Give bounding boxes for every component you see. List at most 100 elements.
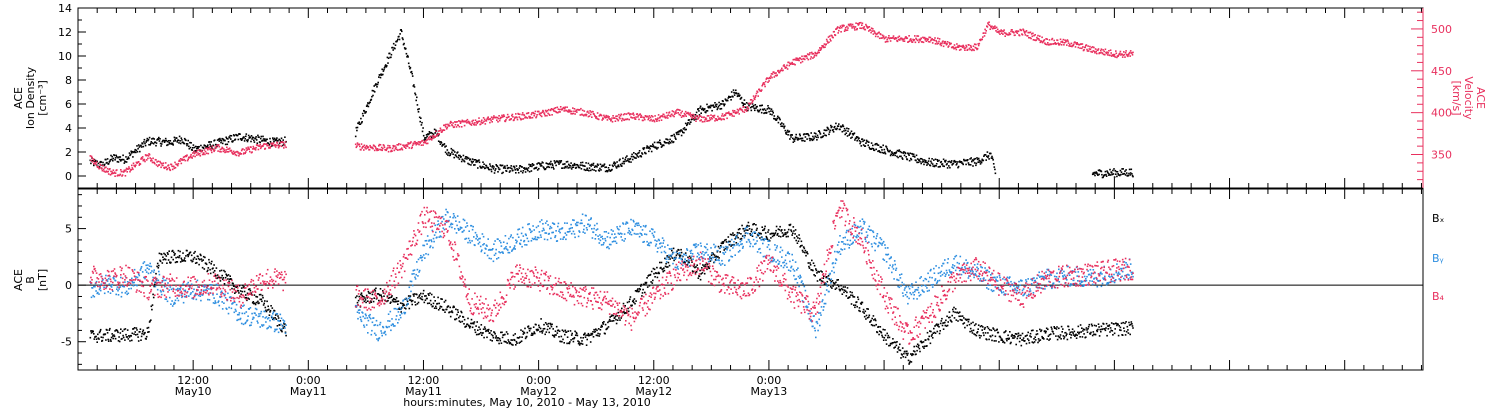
velocity-series-point [410,147,413,150]
bx-series-point [901,354,903,356]
density-series-point [816,134,819,137]
bx-series-point [441,298,443,300]
density-series-point [897,150,900,152]
density-series-point [1105,175,1108,177]
bx-series-point [887,334,890,337]
velocity-series-point [173,165,175,168]
bx-series-point [629,296,632,298]
velocity-series-point [621,119,623,122]
density-series-point [955,164,958,166]
velocity-series-point [182,159,184,161]
density-series-point [667,138,669,141]
density-series-point [128,157,130,160]
velocity-series-point [1027,31,1029,34]
density-series-point [505,170,508,172]
velocity-series-point [164,162,167,164]
velocity-series-point [277,144,279,147]
density-series-point [907,153,910,155]
bx-series-point [665,266,668,268]
bx-series-point [560,335,563,338]
bx-series-point [510,339,512,341]
bx-series-point [454,318,457,321]
density-series-point [720,107,723,110]
velocity-series-point [125,167,128,170]
density-series-point [992,159,994,161]
bx-series-point [147,331,149,333]
density-series-point [171,142,174,145]
bx-series-point [956,311,959,314]
velocity-series-point [960,48,962,51]
density-series-point [930,160,932,163]
velocity-series-point [599,114,601,117]
velocity-series-point [444,124,446,126]
velocity-series-point [398,143,400,145]
velocity-series-point [138,164,141,166]
velocity-series-point [1114,56,1116,58]
velocity-series-point [953,44,956,46]
density-series-point [948,160,951,163]
velocity-series-point [492,116,495,119]
density-series-point [127,156,130,158]
velocity-series-point [1020,29,1023,32]
bx-series-point [966,324,968,327]
bx-series-point [209,268,211,271]
density-series-point [254,137,257,140]
velocity-series-point [570,110,573,113]
bx-series-point [535,323,537,326]
bx-series-point [888,344,890,347]
bx-series-point [791,234,793,236]
bx-series-point [557,329,560,331]
density-series-point [1100,170,1103,173]
bx-series-point [228,278,231,280]
velocity-series-point [922,41,925,44]
density-series-point [943,165,945,168]
density-series-point [1128,168,1131,171]
density-series-point [972,159,975,162]
density-series-point [458,154,460,157]
density-series-point [931,158,933,160]
bx-series-point [545,331,548,333]
bx-series-point [219,280,222,282]
density-series-point [173,140,175,142]
bx-series-point [796,235,798,238]
velocity-series-point [447,123,449,126]
bx-series-point [515,344,517,346]
bx-series-point [763,229,765,231]
bx-series-point [170,256,173,259]
bx-series-point [285,334,287,337]
velocity-series-point [940,44,943,47]
density-series-point [547,163,550,165]
velocity-series-point [803,55,806,57]
bx-series-point [272,317,275,319]
velocity-series-point [708,119,711,122]
density-series-point [448,152,450,154]
density-series-point [681,130,683,132]
velocity-series-point [917,35,920,37]
velocity-series-point [792,63,794,65]
bx-series-point [491,340,493,342]
density-series-point [717,105,720,108]
velocity-series-point [830,40,832,42]
bx-series-point [172,258,174,261]
density-series-point [1105,173,1107,176]
density-series-point [813,132,816,134]
density-series-point [748,104,750,107]
density-series-point [106,161,108,164]
bx-series-point [706,263,709,265]
velocity-series-point [671,113,673,116]
density-series-point [773,117,775,120]
bx-series-point [458,320,461,322]
density-series-point [186,144,188,147]
bx-series-point [357,299,360,302]
velocity-series-point [603,114,605,117]
bx-series-point [637,288,639,290]
bx-series-point [193,256,196,259]
velocity-series [89,21,1134,177]
density-series-point [683,127,686,129]
density-series-point [179,142,182,145]
velocity-series-point [690,114,693,116]
velocity-series-point [122,171,125,173]
velocity-series-point [1097,49,1099,52]
bx-series-point [531,334,534,336]
